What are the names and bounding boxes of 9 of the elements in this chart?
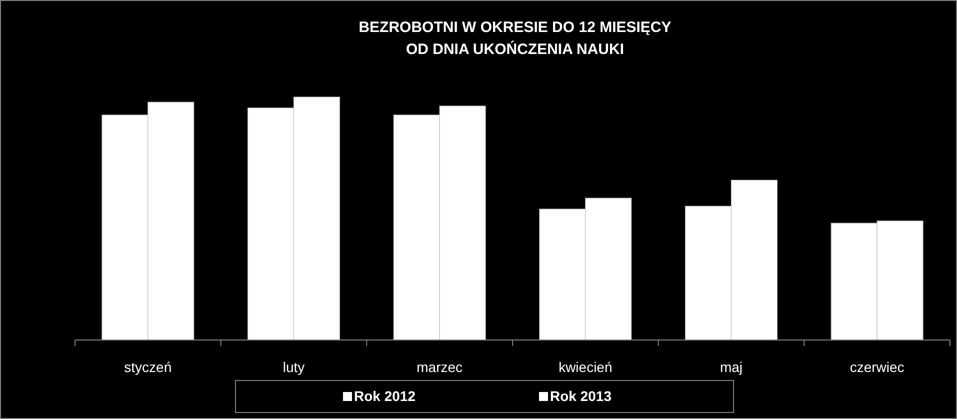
- x-tick-label: marzec: [416, 359, 463, 375]
- x-tick-label: czerwiec: [850, 359, 904, 375]
- chart-title: BEZROBOTNI W OKRESIE DO 12 MIESIĘCY OD DNIA UKOŃCZENIA NAUKI: [358, 19, 672, 58]
- legend-label: Rok 2013: [550, 388, 612, 404]
- x-tick-label: maj: [720, 359, 743, 375]
- legend-label: Rok 2012: [354, 388, 416, 404]
- x-tick-label: kwiecień: [558, 359, 612, 375]
- x-tick-label: luty: [282, 359, 305, 375]
- x-tick-label: styczeń: [124, 359, 172, 375]
